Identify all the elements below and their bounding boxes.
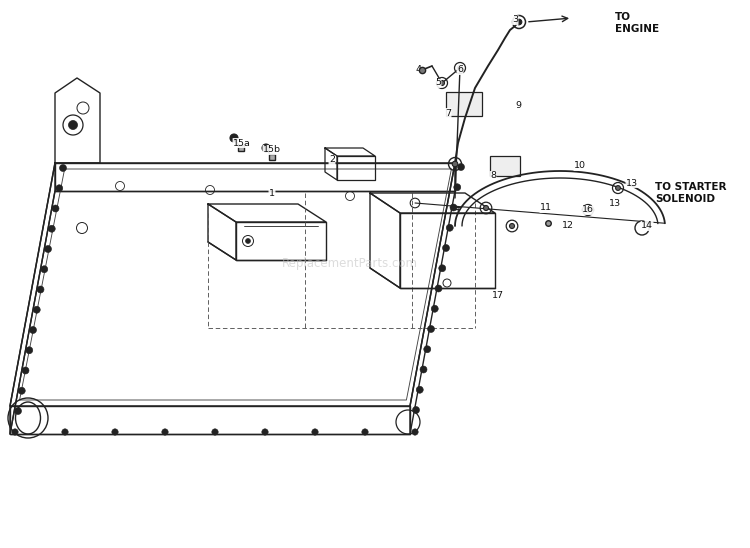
Circle shape — [26, 347, 33, 354]
Circle shape — [427, 326, 434, 333]
Circle shape — [431, 305, 438, 312]
Circle shape — [33, 306, 40, 313]
Text: 15b: 15b — [263, 146, 281, 155]
Circle shape — [29, 327, 37, 334]
Circle shape — [586, 208, 590, 213]
Circle shape — [413, 407, 419, 414]
Circle shape — [439, 265, 446, 272]
Circle shape — [230, 134, 238, 142]
Circle shape — [56, 185, 63, 192]
Circle shape — [616, 186, 620, 190]
Text: 3: 3 — [512, 15, 518, 25]
Circle shape — [40, 266, 48, 273]
Text: 6: 6 — [457, 66, 463, 75]
Text: 9: 9 — [515, 101, 521, 111]
Text: 12: 12 — [562, 221, 574, 231]
Circle shape — [245, 238, 250, 243]
Circle shape — [420, 366, 427, 373]
Circle shape — [416, 386, 423, 393]
Text: 13: 13 — [609, 198, 621, 208]
Circle shape — [37, 286, 44, 293]
Text: TO
ENGINE: TO ENGINE — [615, 12, 659, 34]
Circle shape — [68, 121, 77, 129]
Circle shape — [412, 429, 419, 435]
Text: 14: 14 — [641, 221, 653, 231]
Circle shape — [48, 225, 56, 232]
Circle shape — [312, 429, 318, 435]
Text: +: + — [454, 204, 460, 214]
Text: ReplacementParts.com: ReplacementParts.com — [282, 256, 418, 270]
Circle shape — [362, 429, 368, 435]
Circle shape — [44, 246, 52, 253]
Circle shape — [18, 387, 26, 394]
Circle shape — [484, 206, 488, 210]
Circle shape — [454, 184, 460, 191]
Text: TO STARTER
SOLENOID: TO STARTER SOLENOID — [655, 182, 727, 204]
Circle shape — [458, 66, 463, 71]
Circle shape — [14, 408, 22, 414]
Circle shape — [262, 429, 268, 435]
Circle shape — [112, 429, 118, 435]
Circle shape — [516, 19, 522, 25]
Circle shape — [211, 429, 218, 435]
Text: 17: 17 — [492, 292, 504, 300]
Circle shape — [59, 164, 67, 172]
Circle shape — [440, 81, 445, 85]
Circle shape — [12, 429, 18, 435]
Circle shape — [424, 346, 430, 353]
Circle shape — [458, 163, 464, 170]
FancyBboxPatch shape — [446, 92, 482, 116]
Text: 15a: 15a — [233, 139, 251, 147]
Circle shape — [446, 224, 453, 231]
Circle shape — [52, 205, 59, 212]
Circle shape — [450, 204, 457, 211]
Text: 11: 11 — [540, 203, 552, 213]
Circle shape — [62, 429, 68, 435]
Circle shape — [262, 144, 270, 152]
Text: 1: 1 — [269, 189, 275, 197]
Text: 8: 8 — [490, 172, 496, 180]
Text: 2: 2 — [329, 156, 335, 164]
Circle shape — [442, 244, 449, 252]
Circle shape — [435, 285, 442, 292]
Text: 7: 7 — [445, 109, 451, 117]
Text: 13: 13 — [626, 179, 638, 187]
FancyBboxPatch shape — [490, 156, 520, 176]
Text: 16: 16 — [582, 206, 594, 214]
Circle shape — [509, 224, 515, 229]
Circle shape — [22, 367, 29, 374]
Text: 5: 5 — [435, 78, 441, 88]
Circle shape — [162, 429, 168, 435]
Text: 4: 4 — [415, 66, 421, 75]
Text: 10: 10 — [574, 162, 586, 170]
Circle shape — [452, 161, 458, 167]
